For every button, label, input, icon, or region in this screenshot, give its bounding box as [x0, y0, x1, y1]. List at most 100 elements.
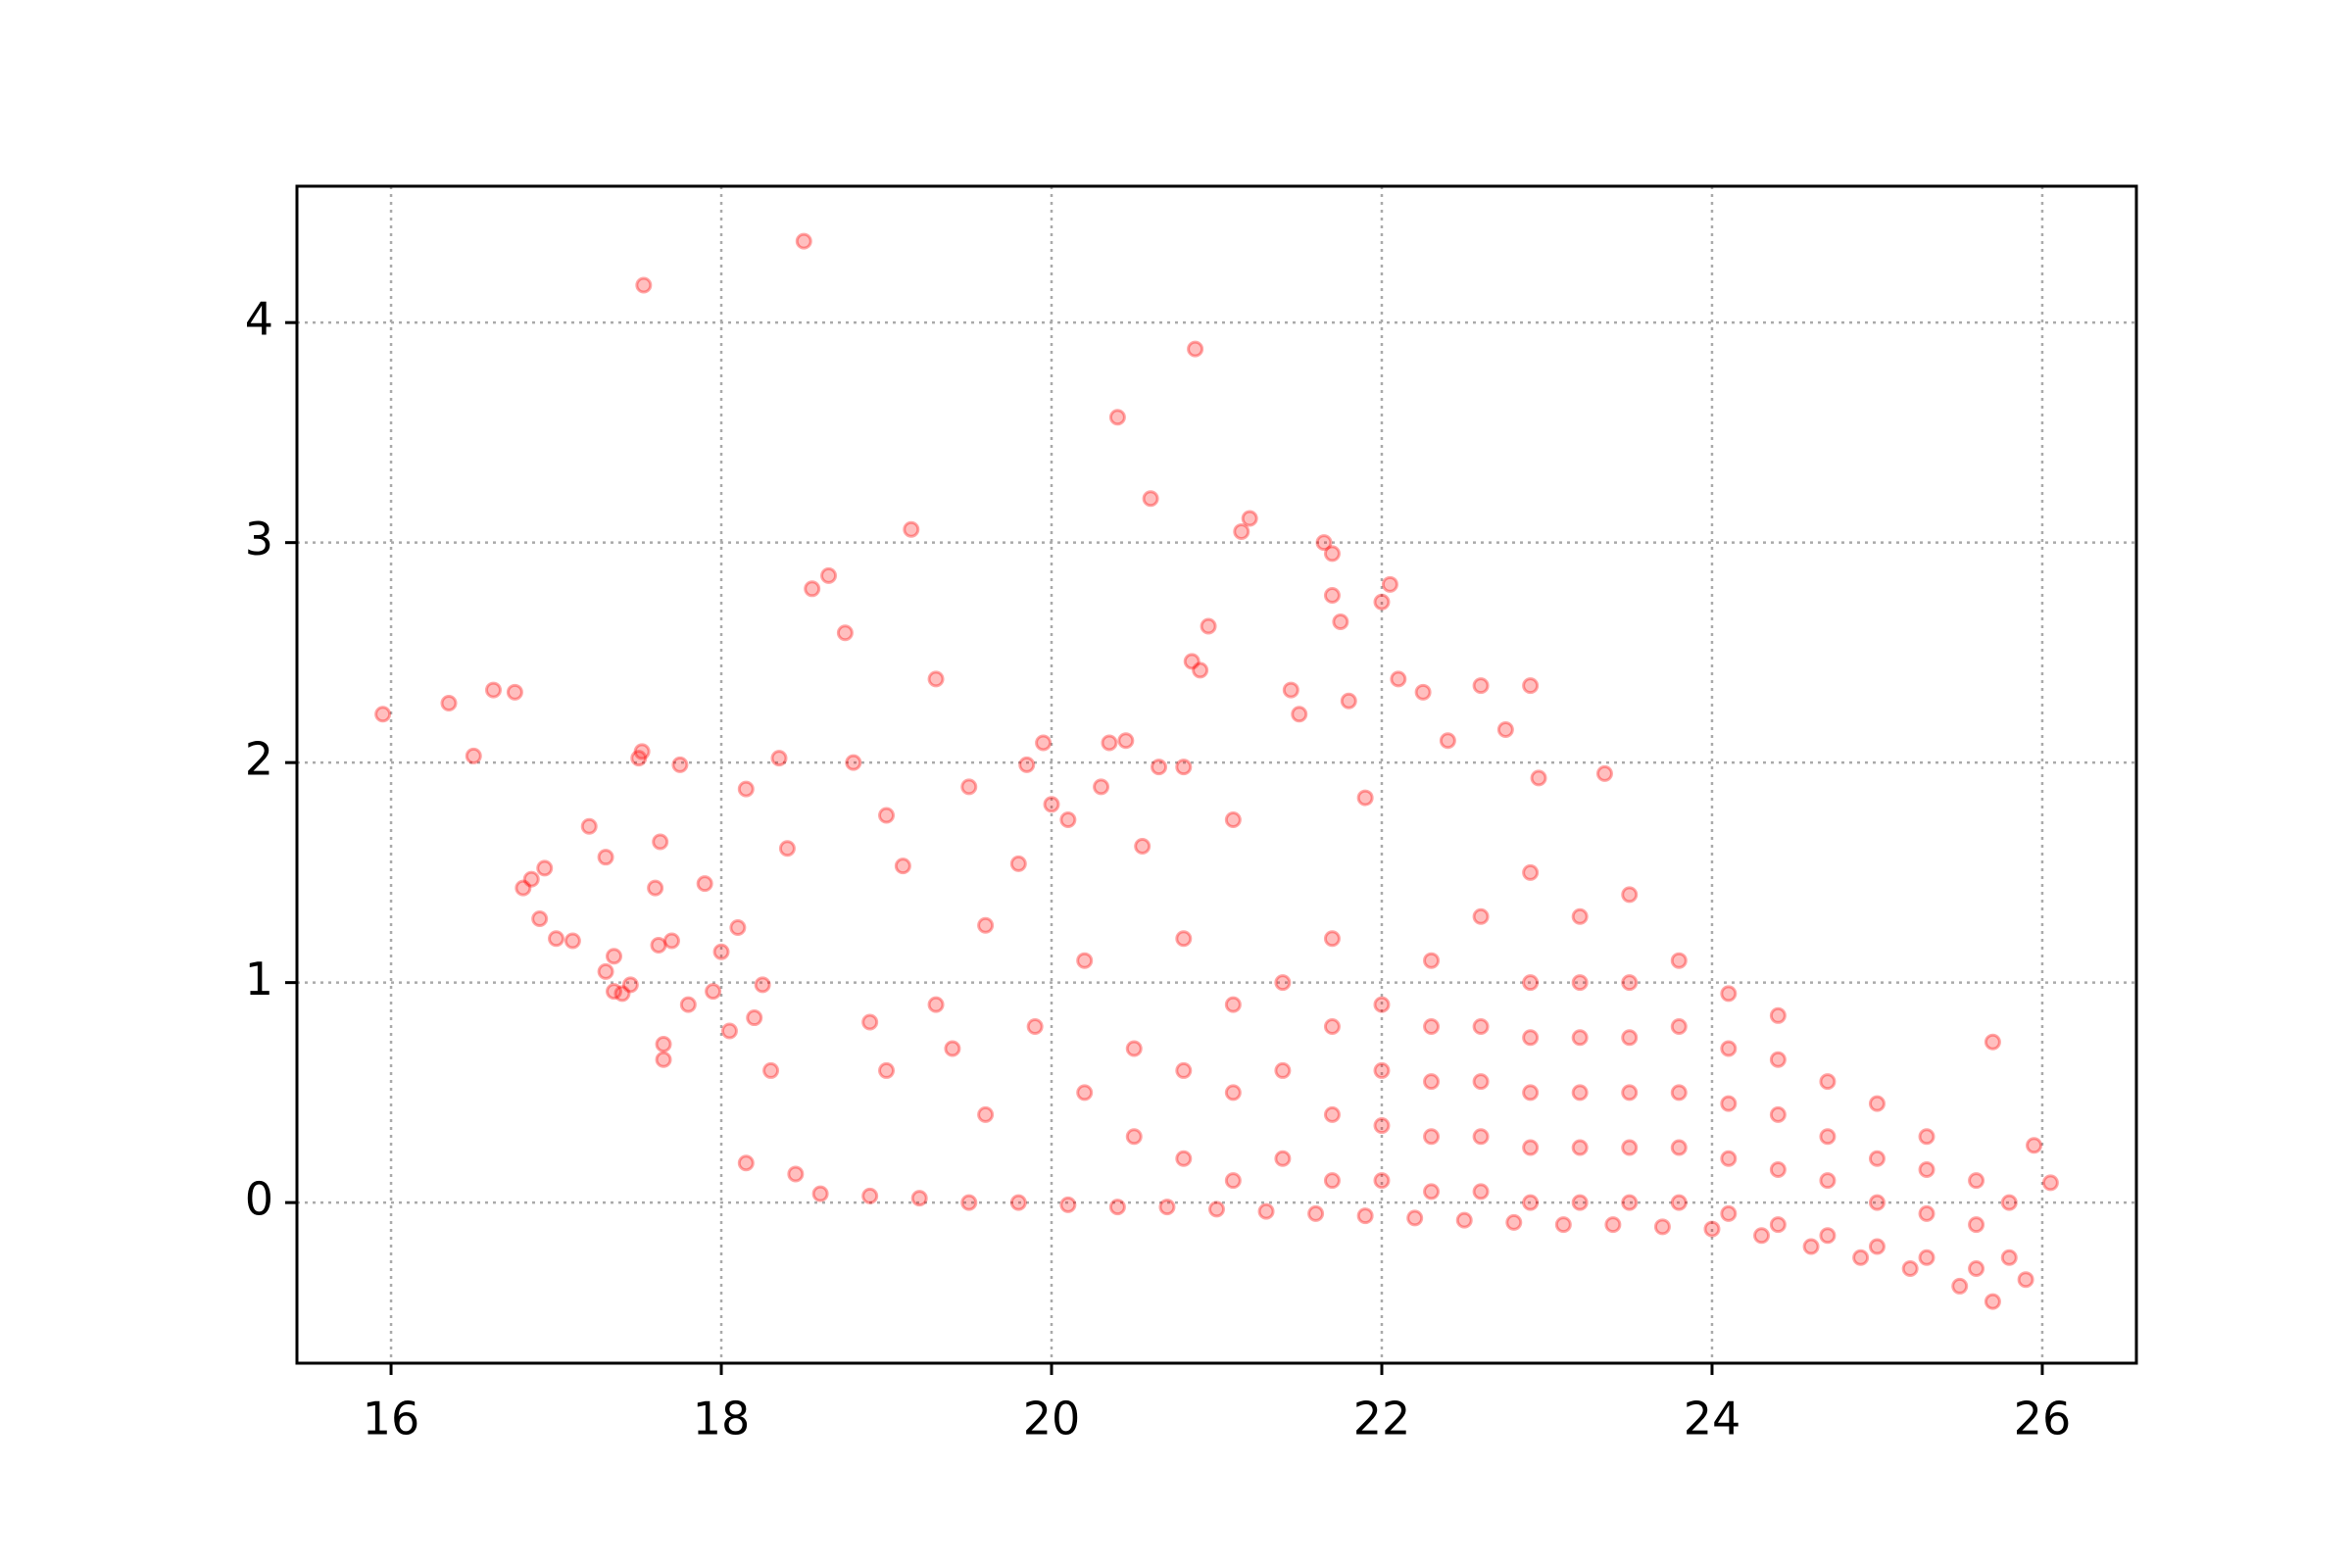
point — [633, 743, 651, 760]
point — [1472, 1128, 1490, 1146]
point — [1720, 1040, 1738, 1057]
point — [1175, 930, 1193, 948]
point — [1241, 510, 1258, 527]
point — [1200, 617, 1217, 635]
point — [1208, 1200, 1225, 1218]
point — [1522, 1084, 1540, 1102]
grid — [297, 186, 2136, 1363]
point — [1274, 974, 1292, 992]
point — [804, 580, 821, 598]
point — [1423, 1183, 1441, 1200]
point — [1571, 974, 1589, 992]
point — [1026, 1018, 1044, 1036]
point — [635, 276, 653, 294]
point — [1373, 1061, 1391, 1079]
point — [1323, 545, 1341, 563]
point — [960, 1194, 978, 1211]
point — [374, 706, 392, 723]
point — [1472, 677, 1490, 695]
point — [1224, 1172, 1242, 1190]
point — [770, 750, 788, 767]
point — [2000, 1249, 2018, 1266]
point — [1472, 907, 1490, 925]
point — [1373, 593, 1391, 611]
point — [1282, 681, 1299, 699]
y-tick-label: 4 — [245, 293, 273, 346]
point — [977, 1105, 995, 1123]
point — [1224, 811, 1242, 829]
point — [597, 962, 614, 980]
y-tick-label: 1 — [245, 953, 273, 1005]
point — [845, 754, 862, 771]
point — [1018, 756, 1036, 773]
point — [1101, 734, 1118, 752]
axes-frame — [295, 184, 2138, 1365]
point — [1819, 1227, 1837, 1245]
point — [1918, 1128, 1936, 1146]
point — [1670, 952, 1688, 969]
point — [1595, 764, 1613, 782]
point — [1984, 1033, 2001, 1051]
point — [1984, 1293, 2001, 1310]
point — [1802, 1238, 1820, 1255]
point — [671, 756, 689, 773]
point — [630, 750, 648, 767]
point — [1108, 1199, 1126, 1216]
point — [1142, 490, 1159, 508]
point — [1175, 1150, 1193, 1167]
point — [729, 919, 747, 937]
point — [1158, 1199, 1176, 1216]
point — [1819, 1172, 1837, 1190]
point — [564, 932, 581, 950]
point — [1918, 1204, 1936, 1222]
point — [1496, 720, 1514, 738]
point — [652, 833, 669, 851]
point — [1769, 1160, 1787, 1178]
point — [1670, 1194, 1688, 1211]
point — [861, 1187, 879, 1204]
point — [580, 817, 598, 835]
point — [1187, 340, 1204, 358]
point — [1183, 653, 1200, 670]
point — [910, 1190, 928, 1207]
point — [613, 985, 631, 1003]
point — [1233, 522, 1250, 540]
point — [1868, 1238, 1886, 1255]
point — [795, 232, 812, 250]
point — [1175, 1061, 1193, 1079]
point — [1059, 811, 1077, 829]
point — [1390, 670, 1407, 688]
point — [1332, 612, 1349, 630]
point — [1653, 1218, 1671, 1236]
point — [1670, 1018, 1688, 1036]
point — [1043, 796, 1060, 813]
point — [878, 1061, 896, 1079]
point — [514, 879, 532, 897]
point — [720, 1022, 738, 1040]
point — [1522, 974, 1540, 992]
point — [1819, 1073, 1837, 1091]
point — [754, 976, 771, 994]
point — [1769, 1216, 1787, 1234]
point — [1968, 1172, 1985, 1190]
point — [1009, 855, 1027, 872]
point — [606, 948, 623, 965]
point — [1192, 662, 1209, 679]
point — [647, 879, 664, 897]
ticks: 16 18 20 22 24 26 0 1 2 3 4 — [245, 293, 2072, 1446]
points — [374, 232, 2059, 1310]
point — [1621, 886, 1639, 904]
point — [1918, 1249, 1936, 1266]
point — [903, 520, 920, 538]
point — [836, 624, 854, 642]
point — [1224, 996, 1242, 1013]
point — [1621, 1029, 1639, 1047]
point — [1340, 692, 1357, 710]
x-tick-label: 24 — [1684, 1393, 1741, 1446]
point — [1274, 1061, 1292, 1079]
point — [1455, 1211, 1473, 1229]
point — [1522, 677, 1540, 695]
point — [1406, 1209, 1424, 1227]
point — [778, 840, 796, 858]
